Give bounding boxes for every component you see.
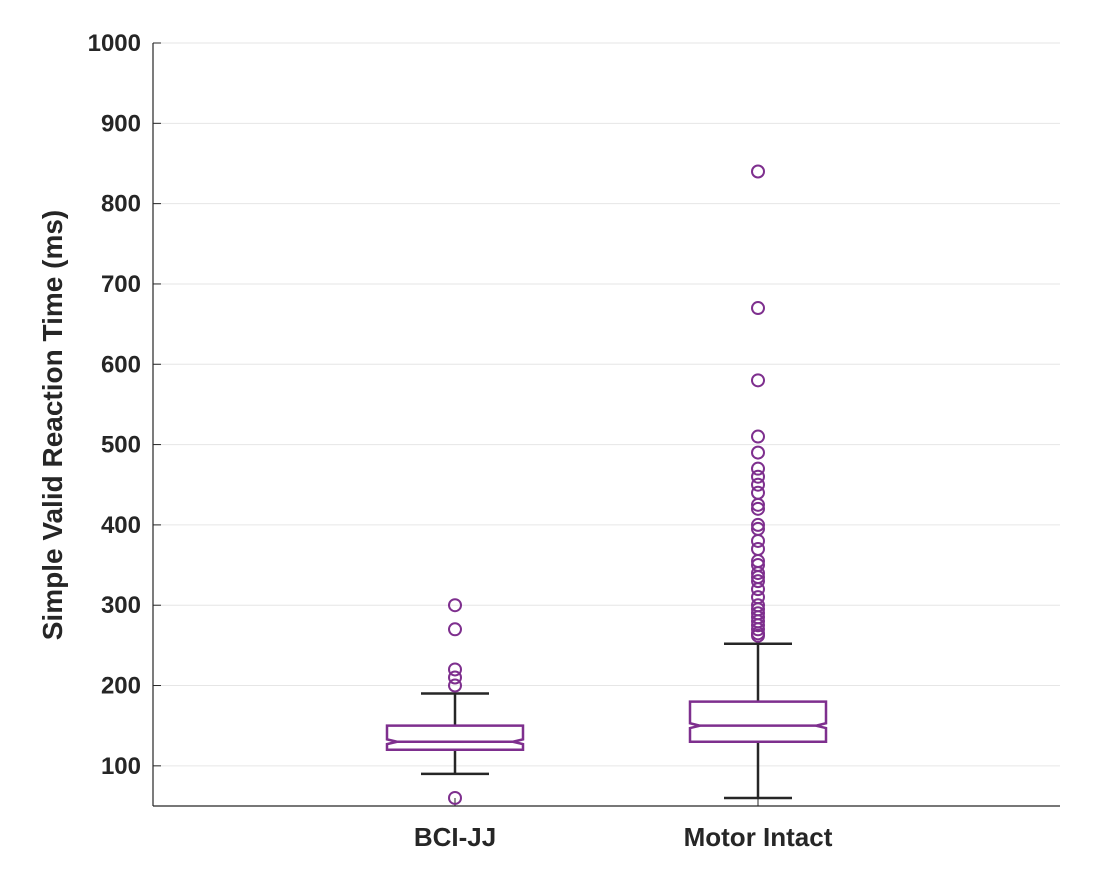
outlier-point [751, 469, 765, 484]
box [385, 724, 525, 752]
y-tick-label: 200 [101, 673, 141, 700]
y-tick-labels: 100 200 300 400 500 600 700 800 900 1000 [88, 30, 141, 780]
outlier-point [751, 477, 765, 492]
outlier-point [448, 662, 462, 677]
y-tick-label: 800 [101, 191, 141, 218]
outlier-point [751, 485, 765, 500]
outlier-point [751, 517, 765, 532]
box [688, 700, 828, 743]
axes [152, 42, 1060, 807]
x-tick-label: BCI-JJ [414, 822, 496, 852]
outlier-point [751, 501, 765, 516]
y-tick-label: 700 [101, 271, 141, 298]
grid-lines [153, 42, 1060, 767]
outlier-point [751, 598, 765, 613]
outlier-point [751, 590, 765, 605]
outlier-point [751, 429, 765, 444]
outlier-point [751, 445, 765, 460]
outlier-point [751, 301, 765, 316]
outlier-point [448, 670, 462, 685]
box-group [688, 164, 828, 800]
outlier-point [751, 541, 765, 556]
boxes [385, 164, 828, 805]
y-tick-label: 100 [101, 753, 141, 780]
y-tick-label: 500 [101, 432, 141, 459]
x-tick-label: Motor Intact [684, 822, 833, 852]
outlier-point [751, 461, 765, 476]
outlier-point [751, 164, 765, 179]
outlier-point [448, 598, 462, 613]
y-tick-label: 300 [101, 592, 141, 619]
x-tick-labels: BCI-JJ Motor Intact [414, 822, 833, 852]
outlier-point [448, 790, 462, 805]
outlier-point [751, 521, 765, 536]
outlier-point [751, 606, 765, 621]
y-tick-label: 900 [101, 110, 141, 137]
outlier-point [751, 373, 765, 388]
y-tick-label: 600 [101, 351, 141, 378]
y-axis-label: Simple Valid Reaction Time (ms) [37, 210, 68, 641]
y-tick-label: 1000 [88, 30, 141, 57]
outlier-point [751, 558, 765, 573]
box-group [385, 598, 525, 805]
outlier-point [751, 533, 765, 548]
outlier-point [751, 574, 765, 589]
outlier-point [448, 622, 462, 637]
y-tick-label: 400 [101, 512, 141, 539]
outlier-point [448, 678, 462, 693]
